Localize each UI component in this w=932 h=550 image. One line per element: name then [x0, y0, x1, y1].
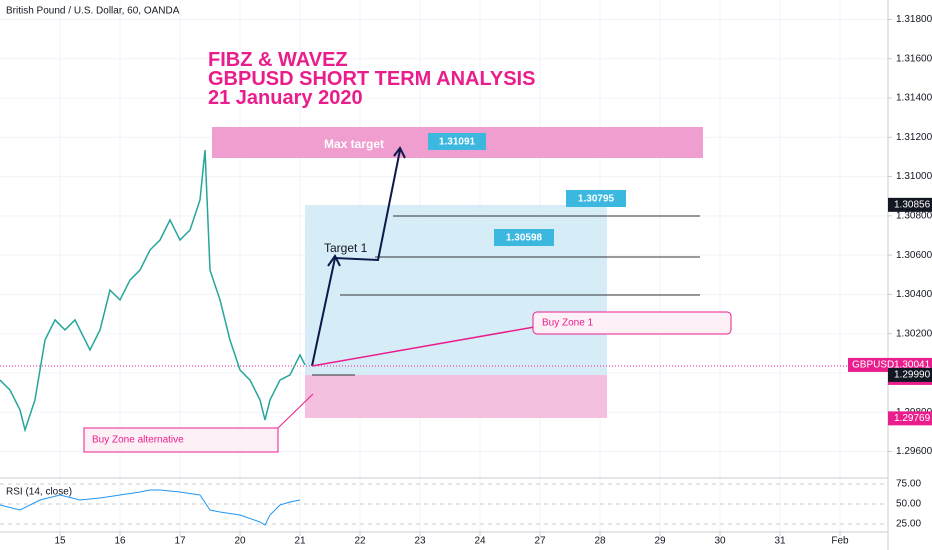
price-label-bg — [888, 411, 932, 426]
x-tick-label: 31 — [774, 536, 786, 547]
x-tick-label: 24 — [474, 536, 486, 547]
callout-box — [83, 393, 314, 453]
x-tick-label: 16 — [114, 536, 126, 547]
price-tag — [566, 190, 626, 207]
axes: 1.31800 1.31600 1.31400 1.31200 1.31000 1.308… — [54, 14, 932, 547]
price-tag — [494, 229, 554, 246]
target-label: Target 1 — [324, 241, 368, 255]
y-tick-label: 1.30200 — [896, 328, 932, 339]
y-tick-label: 1.31400 — [896, 93, 932, 104]
price-tag-label: 1.31091 — [439, 137, 476, 148]
y-tick-label: 1.31600 — [896, 53, 932, 64]
wave-arrow — [311, 149, 401, 367]
buy-zone-label: Buy Zone 1 — [542, 318, 594, 329]
price-label: 1.30856 — [894, 199, 931, 210]
x-tick-label: Feb — [831, 536, 849, 547]
price-tag-label: 1.30598 — [506, 233, 543, 244]
y-tick-label: 1.29600 — [896, 446, 932, 457]
price-tag — [428, 133, 486, 150]
callout-line — [311, 325, 541, 367]
symbol-label: British Pound / U.S. Dollar, 60, OANDA — [6, 6, 180, 17]
symbol-tag-bg — [848, 357, 888, 372]
buy-zone-box — [305, 375, 607, 418]
price-label: 1.29990 — [894, 370, 931, 381]
arrow-head — [327, 146, 406, 267]
y-tick-label: 1.30600 — [896, 250, 932, 261]
x-tick-label: 23 — [414, 536, 426, 547]
x-tick-label: 17 — [174, 536, 186, 547]
price-label-bg — [888, 367, 932, 382]
x-tick-label: 28 — [594, 536, 606, 547]
y-tick-label: 1.31200 — [896, 132, 932, 143]
price-line — [0, 149, 306, 433]
x-tick-label: 20 — [234, 536, 246, 547]
price-tag-label: 1.30795 — [578, 194, 615, 205]
x-tick-label: 30 — [714, 536, 726, 547]
y-tick-label: 1.31800 — [896, 14, 932, 25]
max-target-label: Max target — [324, 137, 384, 151]
rsi-tick-label: 50.00 — [896, 499, 921, 510]
y-tick-label: 1.30400 — [896, 289, 932, 300]
x-tick-label: 21 — [294, 536, 306, 547]
title-line: 21 January 2020 — [208, 87, 363, 109]
title-line: GBPUSD SHORT TERM ANALYSIS — [208, 68, 535, 90]
symbol-tag: GBPUSD — [852, 360, 894, 371]
price-label: 1.29769 — [894, 413, 931, 424]
price-label: 1.30041 — [894, 360, 931, 371]
rsi-label: RSI (14, close) — [6, 487, 72, 498]
x-tick-label: 29 — [654, 536, 666, 547]
projection-box — [305, 205, 607, 375]
callout-box — [532, 311, 732, 335]
y-tick-label: 1.31000 — [896, 171, 932, 182]
x-tick-label: 22 — [354, 536, 366, 547]
buy-zone-alt-label: Buy Zone alternative — [92, 435, 184, 446]
price-label-bg — [888, 197, 932, 212]
x-tick-label: 27 — [534, 536, 546, 547]
title-line: FIBZ & WAVEZ — [208, 49, 348, 71]
y-tick-label: 1.30800 — [896, 210, 932, 221]
rsi-tick-label: 25.00 — [896, 519, 921, 530]
rsi-tick-label: 75.00 — [896, 479, 921, 490]
rsi-line — [0, 489, 301, 526]
plot — [0, 149, 306, 526]
x-tick-label: 15 — [54, 536, 66, 547]
